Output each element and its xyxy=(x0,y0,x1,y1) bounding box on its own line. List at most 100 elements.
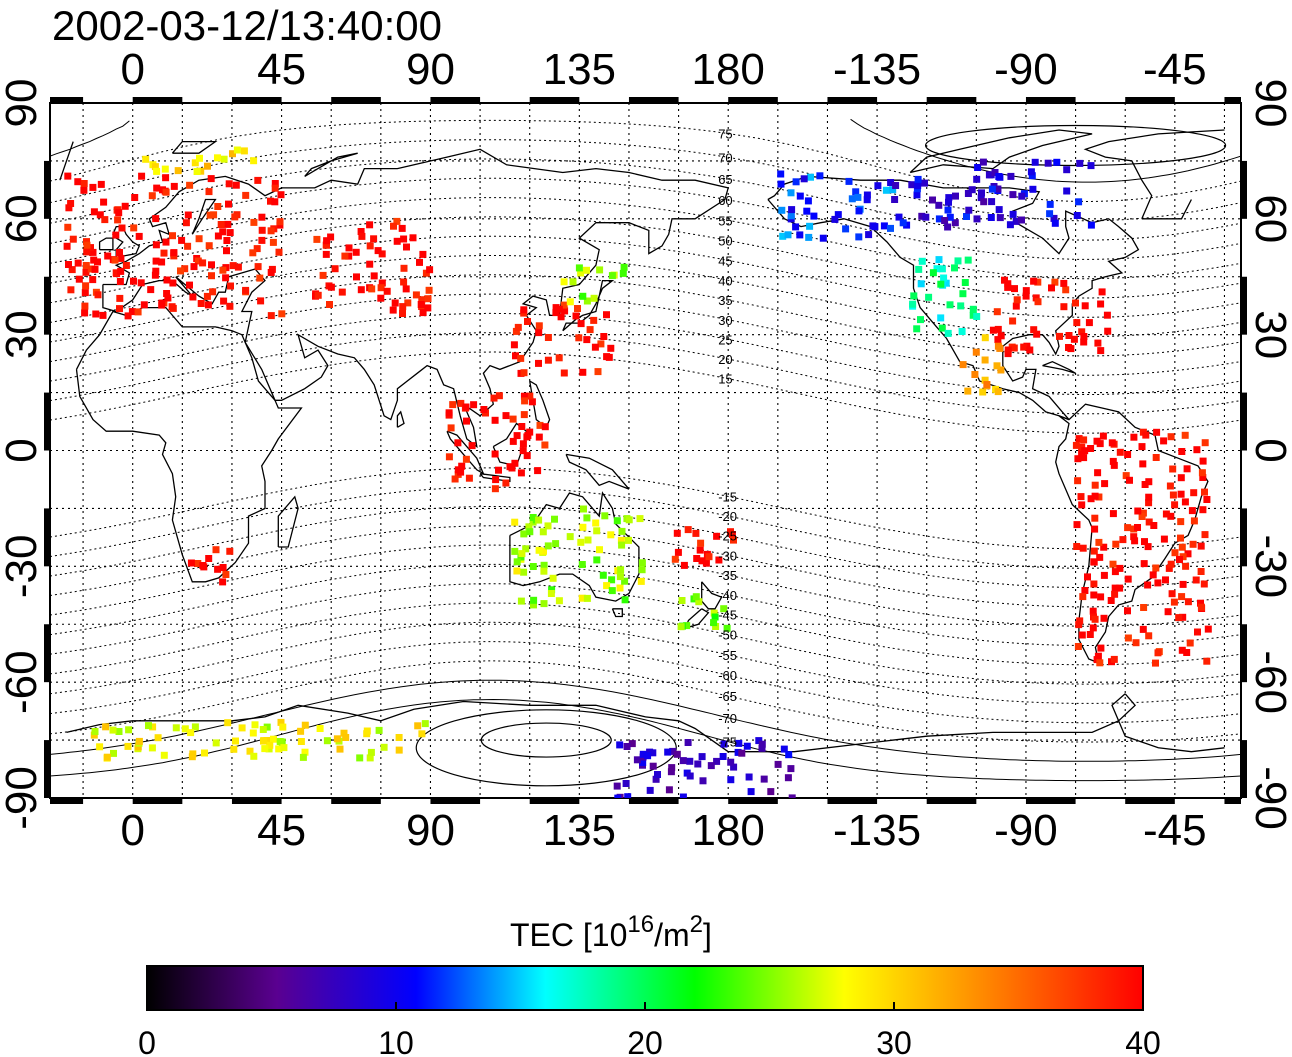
right-lat-tick-label: 30 xyxy=(1246,310,1292,359)
tec-point xyxy=(755,737,763,745)
tec-point xyxy=(692,529,700,537)
top-lon-tick-label: -45 xyxy=(1143,45,1207,94)
tec-point xyxy=(201,749,208,757)
tec-point xyxy=(279,723,287,731)
top-frame-bar xyxy=(132,97,183,102)
tec-point xyxy=(89,183,97,191)
tec-point xyxy=(389,306,397,314)
left-frame-bar xyxy=(44,160,49,219)
tec-point xyxy=(617,536,625,544)
tec-point xyxy=(322,250,330,258)
top-frame-bar xyxy=(1224,97,1241,102)
tec-point xyxy=(331,265,339,273)
tec-point xyxy=(297,738,305,745)
tec-point xyxy=(203,292,211,300)
tec-point xyxy=(713,757,721,765)
tec-point xyxy=(863,191,871,199)
tec-point xyxy=(541,441,549,449)
tec-point xyxy=(352,248,360,256)
tec-point xyxy=(125,726,133,734)
tec-point xyxy=(89,248,97,256)
tec-point xyxy=(1111,584,1119,592)
tec-point xyxy=(223,237,231,244)
tec-point xyxy=(214,203,222,210)
tec-point xyxy=(805,233,813,241)
tec-point xyxy=(803,207,811,215)
tec-point xyxy=(226,229,234,237)
tec-point xyxy=(366,242,374,250)
magnetic-latitude-contour xyxy=(50,235,1241,318)
tec-point xyxy=(513,558,521,566)
tec-point xyxy=(583,514,591,522)
tec-point xyxy=(667,768,675,776)
tec-point xyxy=(509,437,517,445)
tec-point xyxy=(698,557,706,565)
magnetic-latitude-label: -45 xyxy=(718,608,737,623)
tec-point xyxy=(151,271,159,279)
tec-point xyxy=(205,188,213,196)
tec-point xyxy=(1201,531,1209,539)
tec-point xyxy=(1080,338,1088,346)
tec-point xyxy=(224,719,232,727)
tec-point xyxy=(495,466,502,474)
tec-point xyxy=(232,181,240,189)
tec-point xyxy=(267,269,275,276)
tec-point xyxy=(259,726,267,733)
tec-point xyxy=(842,225,850,233)
tec-point xyxy=(952,192,959,200)
bottom-frame-bar xyxy=(231,799,282,804)
tec-point xyxy=(142,155,150,163)
tec-point xyxy=(995,173,1003,180)
tec-point xyxy=(1200,580,1208,588)
left-lat-tick-label: 0 xyxy=(0,438,46,462)
tec-point xyxy=(1051,278,1059,286)
magnetic-latitude-contour xyxy=(50,351,1241,434)
tec-point xyxy=(616,584,624,592)
tec-point xyxy=(804,197,812,205)
tec-point xyxy=(1178,593,1186,601)
tec-point xyxy=(265,745,273,753)
tec-point xyxy=(182,219,190,227)
tec-point xyxy=(326,301,333,308)
tec-point xyxy=(719,753,727,760)
tec-point xyxy=(134,743,142,751)
tec-point xyxy=(1179,553,1187,561)
tec-point xyxy=(377,294,385,302)
top-lon-tick-label: 0 xyxy=(120,45,144,94)
tec-point xyxy=(170,182,178,190)
magnetic-latitude-label: -65 xyxy=(718,689,737,704)
tec-point xyxy=(1004,346,1012,354)
tec-point xyxy=(788,206,796,214)
tec-point xyxy=(1141,538,1148,546)
magnetic-latitude-contour xyxy=(50,641,1241,724)
tec-point xyxy=(510,341,518,349)
tec-point xyxy=(697,539,705,547)
tec-point xyxy=(1132,639,1140,647)
tec-point xyxy=(207,175,215,183)
tec-point xyxy=(297,727,305,735)
tec-point xyxy=(204,162,211,170)
tec-point xyxy=(74,178,82,186)
tec-point xyxy=(972,348,980,356)
tec-point xyxy=(514,323,522,331)
tec-point xyxy=(638,566,646,574)
tec-point xyxy=(1018,216,1025,224)
tec-point xyxy=(973,175,981,183)
tec-point xyxy=(578,561,586,568)
magnetic-latitude-label: -25 xyxy=(718,529,737,544)
tec-point xyxy=(1078,631,1086,639)
tec-point xyxy=(451,475,459,483)
tec-point xyxy=(1097,300,1105,308)
tec-point xyxy=(997,366,1005,374)
tec-point xyxy=(540,567,548,575)
tec-point xyxy=(590,316,598,324)
tec-point xyxy=(680,561,688,569)
tec-point xyxy=(96,211,104,219)
tec-point xyxy=(557,313,565,321)
tec-point xyxy=(607,344,615,352)
tec-point xyxy=(649,762,657,770)
tec-point xyxy=(517,354,525,362)
tec-point xyxy=(1034,298,1042,306)
tec-point xyxy=(918,212,926,220)
tec-point xyxy=(338,288,346,296)
